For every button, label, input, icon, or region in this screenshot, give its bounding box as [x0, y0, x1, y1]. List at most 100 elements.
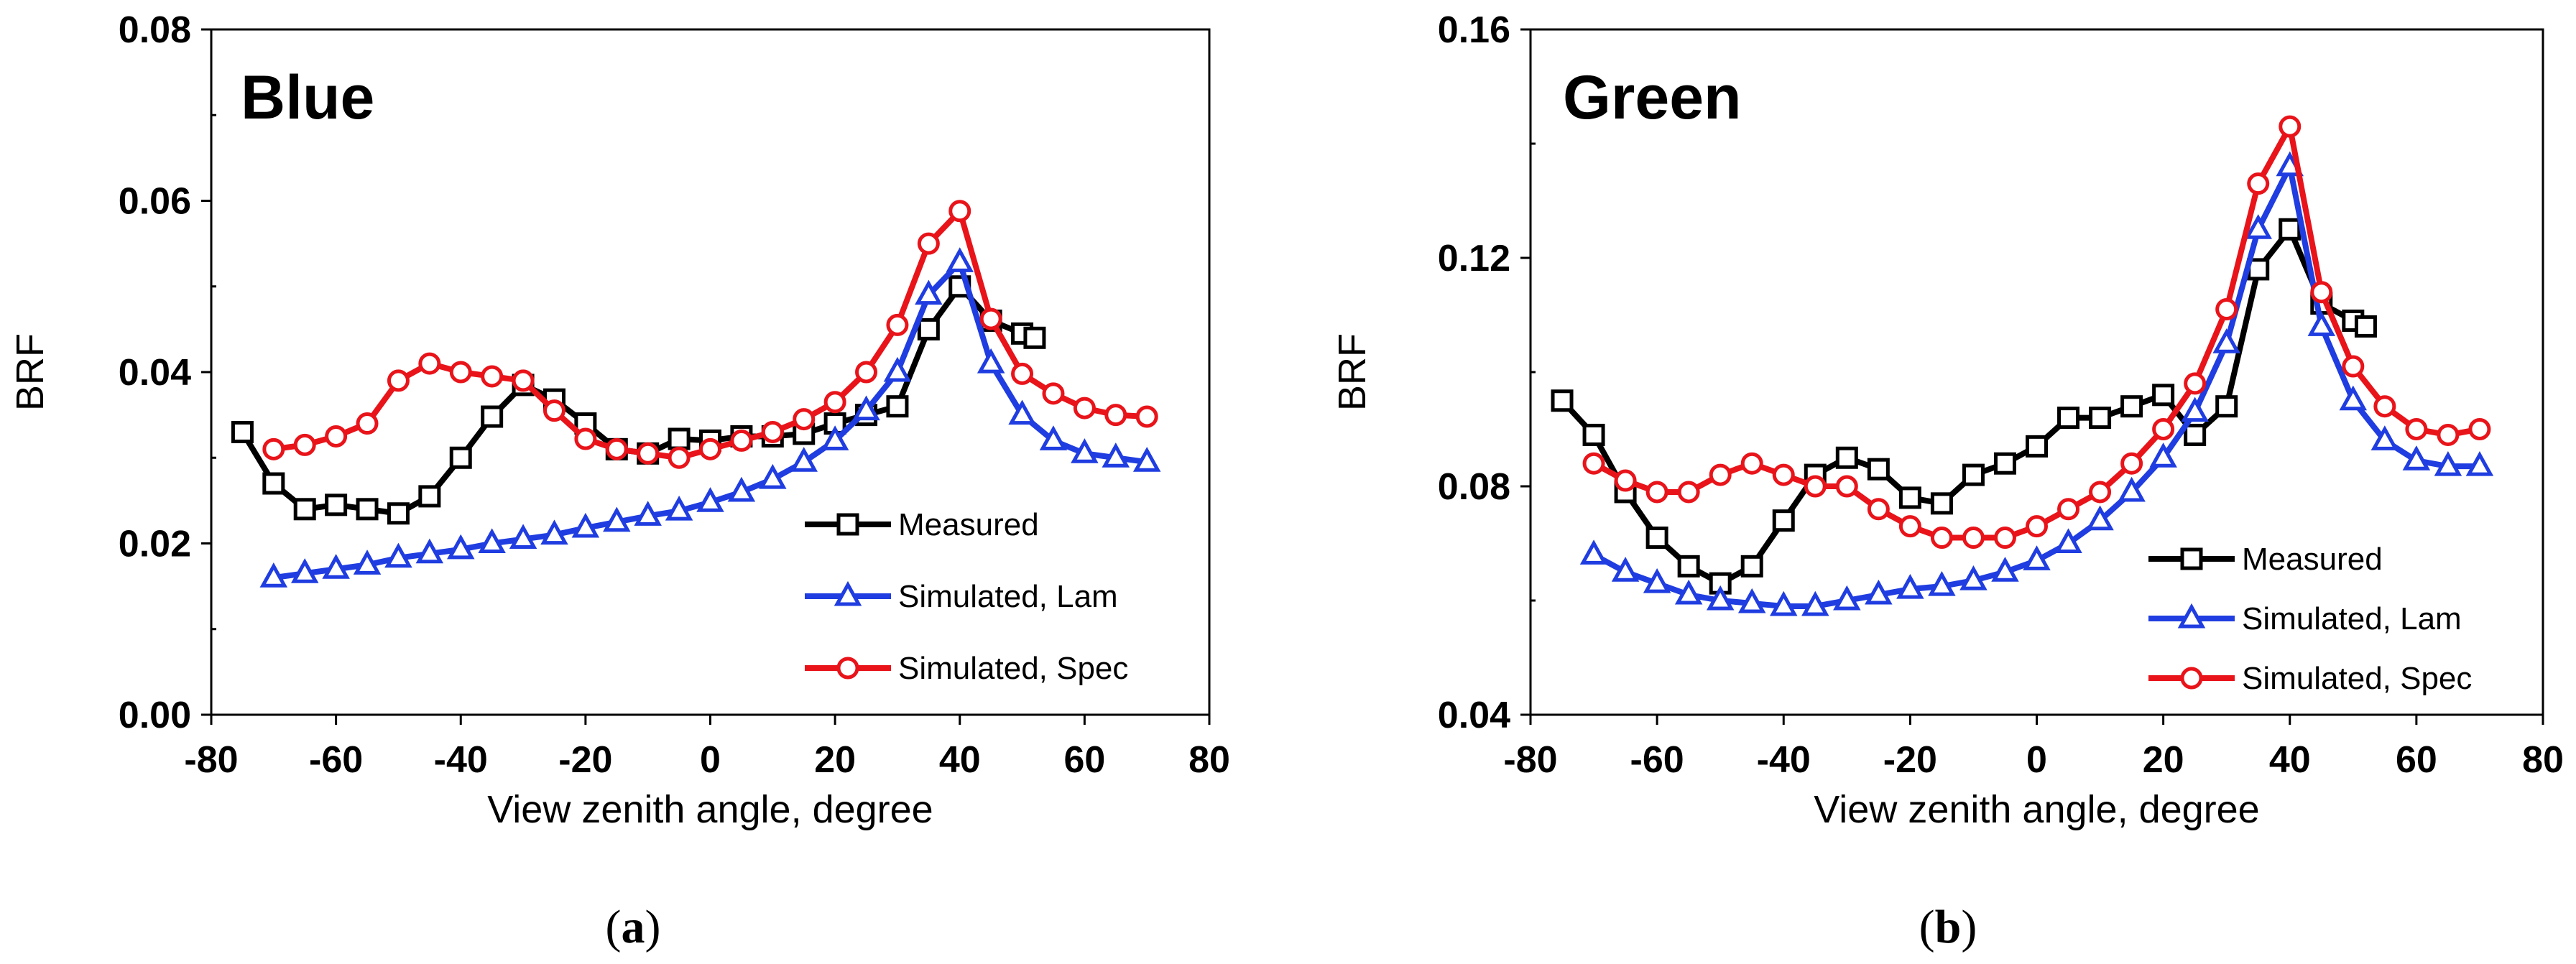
x-tick-label: -80: [1503, 739, 1557, 781]
legend-marker: [836, 657, 859, 680]
data-point: [1674, 579, 1703, 605]
legend-label: Measured: [2242, 542, 2383, 577]
data-point: [1039, 425, 1068, 450]
data-point: [322, 554, 350, 579]
data-point: [1073, 397, 1096, 420]
data-point: [2215, 395, 2238, 418]
data-point: [356, 498, 379, 521]
data-point: [823, 391, 846, 414]
data-point: [449, 361, 472, 384]
data-point: [1991, 557, 2019, 582]
data-point: [1706, 585, 1735, 611]
data-point: [2468, 418, 2491, 440]
data-point: [852, 395, 880, 421]
y-axis-title: BRF: [9, 333, 52, 411]
data-point: [293, 433, 316, 456]
data-point: [2026, 435, 2048, 458]
data-point: [1930, 527, 1953, 550]
data-point: [637, 442, 660, 465]
legend-label: Simulated, Spec: [898, 651, 1128, 686]
data-point: [1772, 509, 1795, 532]
data-point: [353, 550, 382, 575]
data-point: [2373, 395, 2396, 418]
data-point: [1011, 362, 1034, 385]
data-point: [2057, 407, 2080, 430]
x-tick-label: -20: [558, 739, 612, 781]
x-tick-label: 20: [2143, 739, 2184, 781]
data-point: [418, 352, 441, 375]
data-point: [665, 496, 693, 521]
legend-marker: [2180, 667, 2203, 690]
data-point: [790, 447, 818, 472]
data-point: [2118, 476, 2146, 502]
data-point: [2244, 214, 2272, 239]
data-point: [696, 487, 724, 512]
data-point: [543, 399, 565, 422]
data-point: [2184, 372, 2207, 395]
data-point: [1132, 447, 1161, 472]
data-point: [447, 534, 475, 560]
data-point: [2184, 423, 2207, 446]
data-point: [1582, 423, 1605, 446]
data-point: [1962, 527, 1985, 550]
data-point: [1770, 590, 1798, 616]
data-point: [1614, 469, 1637, 492]
data-point: [603, 506, 631, 532]
x-axis-title: View zenith angle, degree: [487, 788, 933, 831]
data-point: [512, 369, 535, 392]
x-tick-label: -80: [184, 739, 238, 781]
data-point: [571, 512, 600, 538]
legend-label: Simulated, Lam: [898, 579, 1118, 614]
data-point: [1740, 452, 1763, 475]
data-point: [2405, 418, 2428, 440]
y-tick-label: 0.02: [119, 524, 191, 565]
panel-caption: (a): [606, 901, 661, 953]
data-point: [699, 437, 721, 460]
data-point: [886, 395, 909, 418]
data-point: [1930, 492, 1953, 515]
data-point: [509, 524, 537, 550]
data-point: [668, 427, 691, 450]
data-point: [2215, 298, 2238, 321]
x-tick-label: 0: [2026, 739, 2047, 781]
data-point: [1645, 481, 1668, 504]
data-point: [356, 412, 379, 435]
x-tick-label: 80: [1188, 739, 1230, 781]
data-point: [1008, 399, 1036, 425]
data-point: [2370, 425, 2399, 450]
data-point: [2310, 281, 2333, 304]
data-point: [2089, 481, 2112, 504]
data-point: [2152, 384, 2175, 407]
data-point: [605, 437, 628, 460]
data-point: [2120, 395, 2143, 418]
y-tick-label: 0.12: [1438, 238, 1510, 279]
data-point: [293, 498, 316, 521]
data-point: [1677, 481, 1700, 504]
x-tick-label: -40: [434, 739, 488, 781]
data-point: [883, 356, 912, 382]
data-point: [2212, 328, 2240, 353]
data-point: [948, 200, 971, 223]
data-point: [1551, 389, 1574, 412]
x-tick-label: 80: [2522, 739, 2564, 781]
data-point: [1611, 557, 1640, 582]
data-point: [2437, 423, 2460, 446]
data-point: [2307, 311, 2336, 336]
data-point: [2086, 505, 2114, 531]
data-point: [1582, 452, 1605, 475]
data-point: [2089, 407, 2112, 430]
data-point: [540, 519, 568, 545]
data-point: [449, 446, 472, 469]
data-point: [481, 365, 504, 388]
series-line-1: [1592, 163, 2480, 609]
data-point: [1867, 458, 1890, 481]
data-point: [1801, 590, 1829, 616]
data-point: [946, 247, 974, 272]
y-tick-label: 0.00: [119, 695, 191, 736]
y-axis-title: BRF: [1331, 333, 1374, 411]
data-point: [1835, 475, 1858, 498]
data-point: [2279, 218, 2302, 241]
data-point: [1993, 452, 2016, 475]
data-point: [2152, 418, 2175, 440]
data-point: [917, 232, 940, 255]
